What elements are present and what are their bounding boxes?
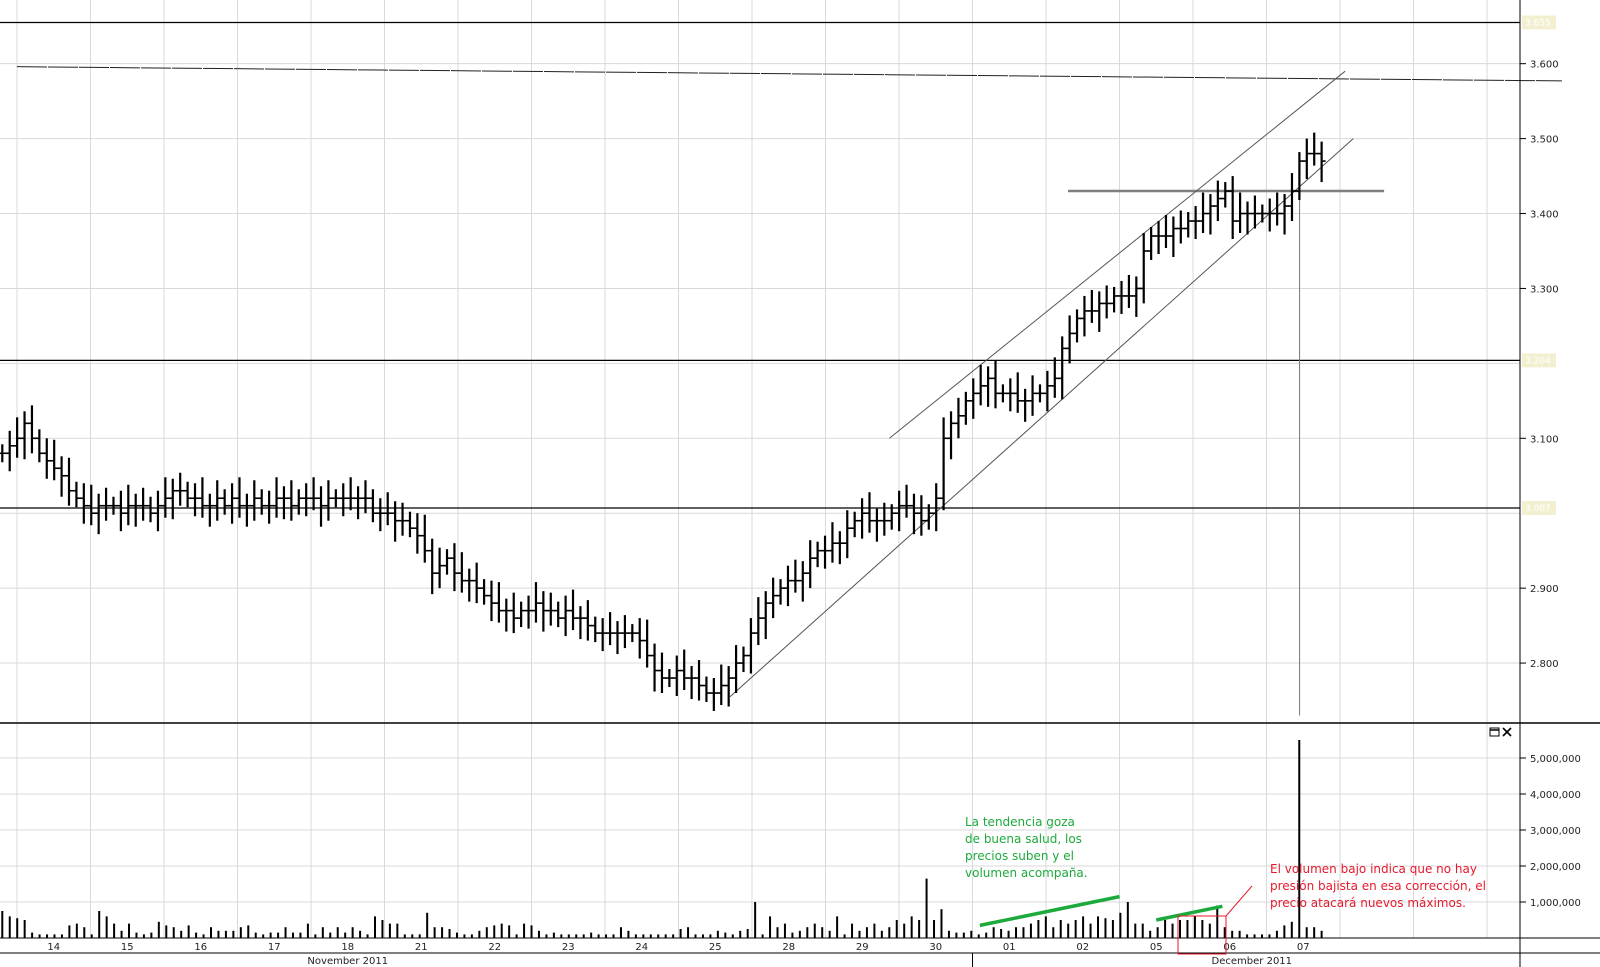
volume-tick-label: 4,000,000 [1530, 790, 1581, 801]
channel-upper-line [889, 70, 1346, 439]
day-tick-label: 22 [488, 942, 501, 953]
day-tick-label: 01 [1003, 942, 1016, 953]
volume-axis: 5,000,000 4,000,000 3,000,000 2,000,000 1,00… [1520, 754, 1581, 909]
red-annotation-line: presión bajista en esa corrección, el [1270, 879, 1486, 893]
green-annotation-line: La tendencia goza [965, 815, 1075, 829]
volume-trend-marks [979, 894, 1223, 928]
day-tick-label: 16 [194, 942, 207, 953]
day-tick-label: 05 [1150, 942, 1163, 953]
day-tick-label: 07 [1297, 942, 1310, 953]
time-axis: 14 15 16 17 18 21 22 23 24 25 28 29 30 01 02 05 06 07 Nove… [47, 942, 1310, 967]
close-icon[interactable] [1502, 727, 1512, 737]
price-tick-label: 3.100 [1530, 434, 1559, 445]
volume-bars [1, 740, 1323, 938]
green-annotation-line: volumen acompaña. [965, 866, 1088, 880]
low-volume-highlight [1177, 915, 1227, 955]
trend-lines [16, 66, 1562, 716]
day-tick-label: 17 [268, 942, 281, 953]
volume-trend-mark [1155, 904, 1223, 922]
day-tick-label: 24 [635, 942, 648, 953]
day-tick-label: 23 [562, 942, 575, 953]
volume-tick-label: 5,000,000 [1530, 754, 1581, 765]
green-annotation: La tendencia goza de buena salud, los pr… [965, 815, 1088, 880]
day-tick-label: 30 [929, 942, 942, 953]
price-axis: 3.600 3.500 3.400 3.300 3.100 2.900 2.800 [1520, 60, 1559, 670]
annotation-pointer [1225, 885, 1253, 917]
price-tick-label: 3.400 [1530, 210, 1559, 221]
day-tick-label: 14 [47, 942, 60, 953]
day-tick-label: 25 [709, 942, 722, 953]
volume-tick-label: 2,000,000 [1530, 862, 1581, 873]
red-annotation-line: precio atacará nuevos máximos. [1270, 896, 1466, 910]
day-tick-label: 06 [1223, 942, 1236, 953]
green-annotation-line: de buena salud, los [965, 832, 1082, 846]
day-tick-label: 15 [121, 942, 134, 953]
level-label: 3.655 [1525, 18, 1551, 28]
price-bars [0, 132, 1326, 712]
level-label: 3.007 [1525, 504, 1551, 514]
restore-icon[interactable] [1489, 727, 1500, 737]
day-tick-label: 02 [1076, 942, 1089, 953]
month-label: November 2011 [307, 956, 388, 967]
month-label: December 2011 [1212, 956, 1292, 967]
green-annotation-line: precios suben y el [965, 849, 1074, 863]
level-label: 3.204 [1525, 356, 1551, 366]
day-tick-label: 21 [415, 942, 428, 953]
price-tick-label: 3.500 [1530, 135, 1559, 146]
channel-lower-line [729, 138, 1354, 698]
volume-tick-label: 1,000,000 [1530, 898, 1581, 909]
price-tick-label: 2.800 [1530, 659, 1559, 670]
grid-lines [0, 0, 1520, 938]
price-tick-label: 3.600 [1530, 60, 1559, 71]
day-tick-label: 28 [782, 942, 795, 953]
long-trendline [16, 66, 1562, 82]
level-tag [1522, 500, 1556, 515]
volume-trend-mark [979, 894, 1120, 928]
red-annotation: El volumen bajo indica que no hay presió… [1270, 862, 1486, 910]
price-tick-label: 3.300 [1530, 284, 1559, 295]
day-tick-label: 18 [341, 942, 354, 953]
level-tag [1522, 15, 1556, 30]
day-tick-label: 29 [856, 942, 869, 953]
level-tag [1522, 353, 1556, 368]
volume-tick-label: 3,000,000 [1530, 826, 1581, 837]
price-tick-label: 2.900 [1530, 584, 1559, 595]
red-annotation-line: El volumen bajo indica que no hay [1270, 862, 1477, 876]
